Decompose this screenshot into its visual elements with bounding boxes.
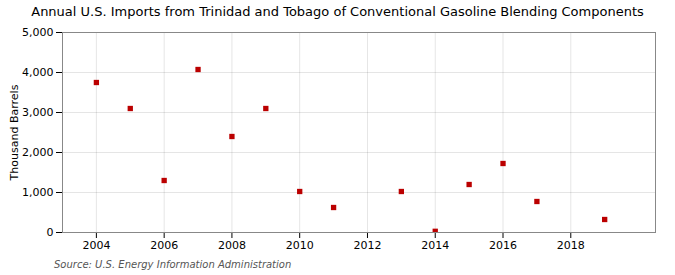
svg-text:1,000: 1,000 — [22, 186, 54, 199]
svg-text:2014: 2014 — [421, 239, 449, 252]
svg-text:2016: 2016 — [489, 239, 517, 252]
svg-text:2008: 2008 — [218, 239, 246, 252]
html-text:Annual U.S. Imports from Trini: Annual U.S. Imports from Trinidad and To… — [31, 4, 644, 19]
svg-text:2012: 2012 — [353, 239, 381, 252]
svg-text:3,000: 3,000 — [22, 106, 54, 119]
html-text:Source: U.S. Energy Informatio: Source: U.S. Energy Information Administ… — [54, 259, 292, 270]
svg-text:2010: 2010 — [286, 239, 314, 252]
svg-text:2004: 2004 — [82, 239, 110, 252]
svg-text:2018: 2018 — [557, 239, 585, 252]
svg-text:4,000: 4,000 — [22, 66, 54, 79]
svg-text:2,000: 2,000 — [22, 146, 54, 159]
svg-text:5,000: 5,000 — [22, 26, 54, 39]
svg-text:0: 0 — [47, 226, 54, 239]
svg-text:Thousand Barrels: Thousand Barrels — [8, 84, 21, 181]
svg-text:2006: 2006 — [150, 239, 178, 252]
